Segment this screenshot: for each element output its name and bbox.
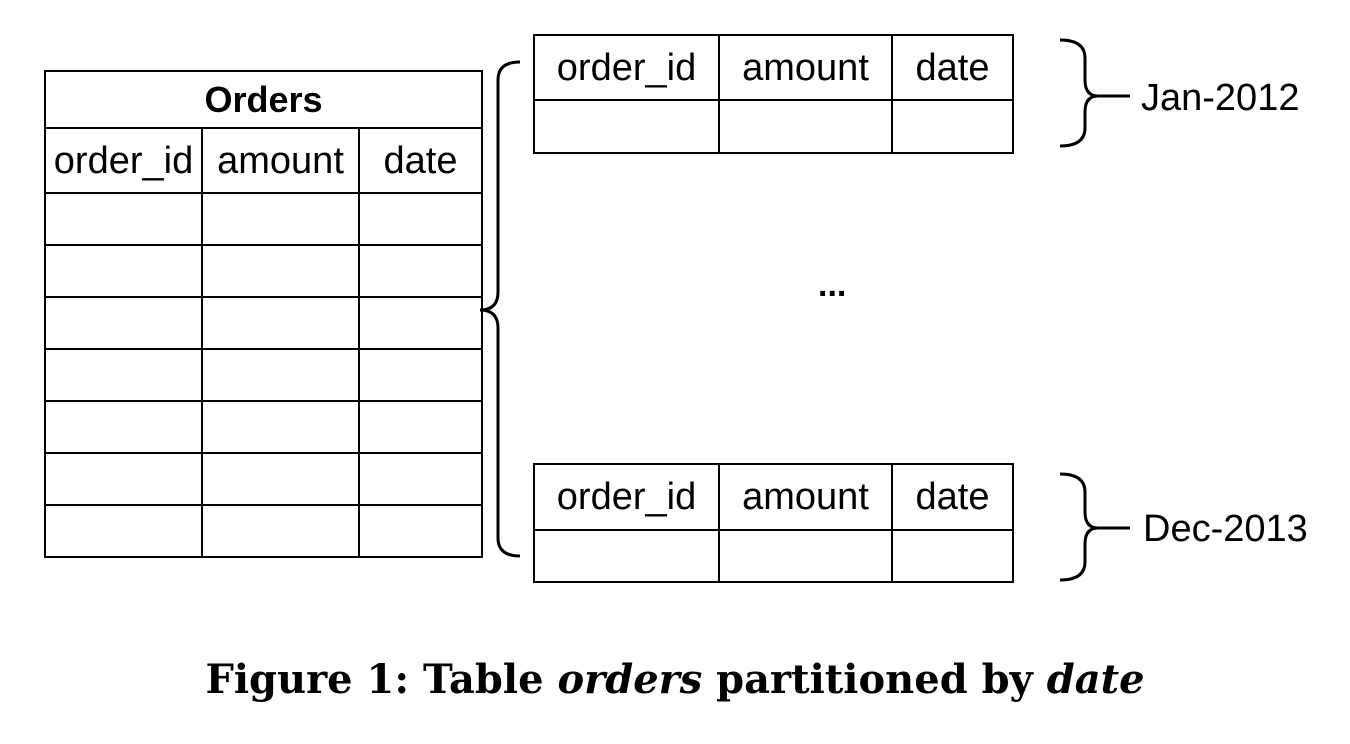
table-cell bbox=[201, 244, 360, 298]
table-cell bbox=[357, 400, 484, 454]
caption-prefix: Figure 1: Table bbox=[205, 656, 544, 703]
table-cell bbox=[44, 504, 203, 558]
partition-table-dec-2013: order_id amount date bbox=[533, 463, 1014, 583]
table-cell bbox=[357, 504, 484, 558]
caption-middle: partitioned by bbox=[716, 656, 1033, 703]
orders-table: Orders order_id amount date bbox=[43, 70, 484, 558]
table-cell bbox=[357, 296, 484, 350]
table-cell bbox=[357, 452, 484, 506]
table-cell bbox=[201, 504, 360, 558]
caption-term-date: date bbox=[1046, 656, 1145, 703]
table-cell bbox=[891, 529, 1014, 583]
table-cell bbox=[718, 529, 893, 583]
orders-table-title: Orders bbox=[43, 70, 484, 129]
table-cell bbox=[357, 192, 484, 246]
partition-label-jan-2012: Jan-2012 bbox=[1141, 77, 1300, 119]
table-cell bbox=[44, 452, 203, 506]
orders-col-date: date bbox=[357, 127, 484, 194]
table-cell bbox=[718, 99, 893, 154]
partition-table-jan-2012: order_id amount date bbox=[533, 34, 1014, 154]
caption-term-orders: orders bbox=[557, 656, 703, 703]
orders-col-order-id: order_id bbox=[44, 127, 203, 194]
partition-col-order-id: order_id bbox=[533, 34, 720, 101]
table-cell bbox=[891, 99, 1014, 154]
table-cell bbox=[201, 452, 360, 506]
ellipsis: ... bbox=[818, 266, 847, 304]
table-cell bbox=[201, 348, 360, 402]
table-cell bbox=[44, 296, 203, 350]
partition-col-amount: amount bbox=[718, 34, 893, 101]
table-cell bbox=[44, 348, 203, 402]
partition-col-date: date bbox=[891, 34, 1014, 101]
figure-caption: Figure 1: Table orders partitioned by da… bbox=[0, 660, 1350, 700]
partition-col-order-id: order_id bbox=[533, 463, 720, 531]
table-cell bbox=[357, 348, 484, 402]
table-cell bbox=[44, 192, 203, 246]
table-cell bbox=[357, 244, 484, 298]
partition-label-dec-2013: Dec-2013 bbox=[1143, 508, 1308, 550]
table-cell bbox=[533, 529, 720, 583]
table-cell bbox=[201, 400, 360, 454]
partition-col-amount: amount bbox=[718, 463, 893, 531]
orders-col-amount: amount bbox=[201, 127, 360, 194]
dec-2013-brace bbox=[1059, 472, 1130, 582]
partition-col-date: date bbox=[891, 463, 1014, 531]
table-cell bbox=[201, 192, 360, 246]
table-cell bbox=[533, 99, 720, 154]
jan-2012-brace bbox=[1059, 38, 1130, 148]
partition-brace bbox=[479, 60, 521, 558]
table-cell bbox=[44, 400, 203, 454]
table-cell bbox=[201, 296, 360, 350]
table-cell bbox=[44, 244, 203, 298]
